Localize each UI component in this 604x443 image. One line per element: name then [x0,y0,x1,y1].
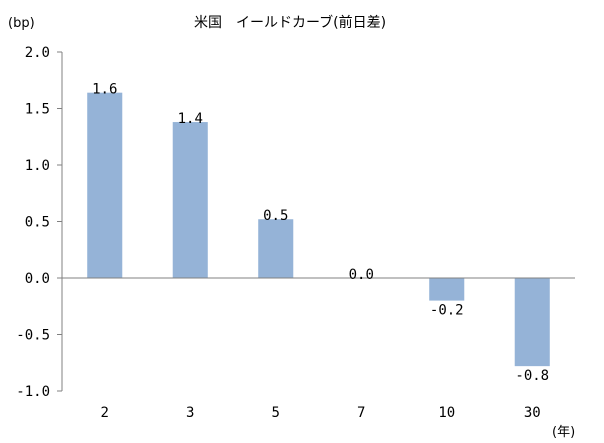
y-tick-label: -0.5 [16,328,50,344]
y-axis-unit-label: (bp) [8,16,35,31]
bar [172,122,208,278]
bar [514,278,550,367]
y-axis: 2.0 1.5 1.0 0.5 0.0 -0.5 -1.0 [16,45,63,400]
y-tick-label: 1.0 [25,158,50,174]
chart-title: 米国 イールドカーブ(前日差) [194,14,386,31]
y-tick-label: 1.5 [25,102,50,118]
data-label: 1.4 [178,111,203,127]
x-axis-unit-label: (年) [552,425,575,440]
x-tick-label: 30 [524,405,541,421]
bar [258,219,294,278]
y-tick-label: 0.5 [25,215,50,231]
data-label: 0.5 [263,208,288,224]
x-tick-label: 5 [272,405,280,421]
data-label: -0.8 [515,368,549,384]
data-labels: 1.6 1.4 0.5 0.0 -0.2 -0.8 [92,82,549,384]
x-axis: 2 3 5 7 10 30 [62,277,575,421]
x-tick-label: 3 [186,405,194,421]
data-label: -0.2 [430,303,464,319]
bars [87,92,550,367]
bar [429,278,465,301]
x-tick-label: 2 [101,405,109,421]
x-tick-label: 7 [357,405,365,421]
data-label: 0.0 [349,267,374,283]
x-tick-label: 10 [438,405,455,421]
bar [87,92,123,279]
y-tick-label: -1.0 [16,384,50,400]
y-tick-label: 0.0 [25,271,50,287]
data-label: 1.6 [92,82,117,98]
y-tick-label: 2.0 [25,45,50,61]
